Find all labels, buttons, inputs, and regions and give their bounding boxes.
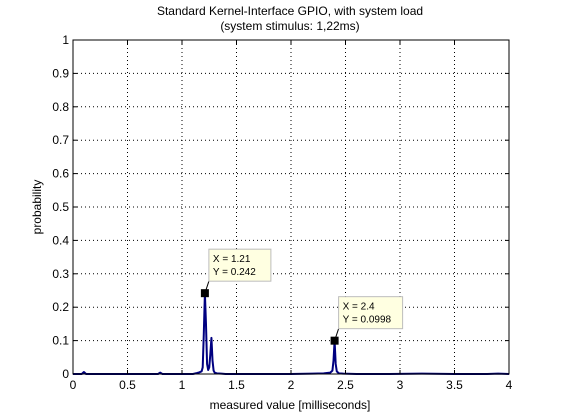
y-tick-label: 0.1 — [52, 334, 69, 348]
grid-lines — [73, 40, 509, 374]
datatip-x-text: X = 2.4 — [343, 302, 375, 313]
y-tick-label: 1 — [62, 33, 69, 47]
y-tick-label: 0.2 — [52, 300, 69, 314]
x-tick-label: 2.5 — [337, 378, 354, 392]
chart-subtitle: (system stimulus: 1,22ms) — [220, 19, 359, 33]
x-tick-label: 0 — [70, 378, 77, 392]
datatip-y-text: Y = 0.0998 — [343, 315, 392, 326]
x-tick-label: 2 — [288, 378, 295, 392]
x-tick-label: 4 — [506, 378, 513, 392]
x-tick-label: 1.5 — [228, 378, 245, 392]
datatip-marker[interactable] — [200, 289, 209, 298]
x-tick-label: 1 — [179, 378, 186, 392]
y-tick-label: 0.8 — [52, 100, 69, 114]
axis-ticks: 0 0.5 1 1.5 2 2.5 3 3.5 4 0 0.1 0.2 0.3 0.4 0.5 0.6 0.7 0… — [52, 33, 512, 392]
x-axis-label: measured value [milliseconds] — [210, 398, 371, 412]
chart-title: Standard Kernel-Interface GPIO, with sys… — [157, 4, 423, 18]
y-tick-label: 0.7 — [52, 133, 69, 147]
y-tick-label: 0.4 — [52, 233, 69, 247]
y-tick-label: 0.6 — [52, 167, 69, 181]
datatip-box[interactable] — [208, 248, 272, 282]
x-tick-label: 3.5 — [446, 378, 463, 392]
datatip-marker[interactable] — [330, 336, 339, 345]
y-tick-label: 0.5 — [52, 200, 69, 214]
x-tick-label: 0.5 — [119, 378, 136, 392]
y-tick-label: 0.3 — [52, 267, 69, 281]
x-tick-label: 3 — [397, 378, 404, 392]
datatip-x-text: X = 1.21 — [213, 254, 251, 265]
y-tick-label: 0 — [62, 367, 69, 381]
plot-area — [73, 40, 509, 374]
datatip-box[interactable] — [338, 296, 404, 330]
y-tick-label: 0.9 — [52, 66, 69, 80]
data-tips: X = 1.21 Y = 0.242 X = 2.4 Y = 0.0998 — [200, 248, 404, 345]
datatip-y-text: Y = 0.242 — [213, 267, 256, 278]
y-axis-label: probability — [30, 180, 44, 235]
